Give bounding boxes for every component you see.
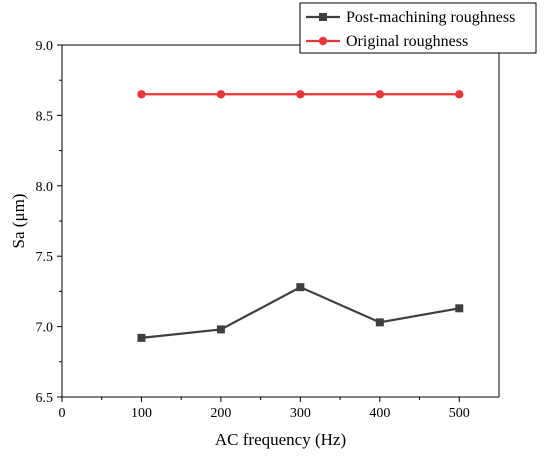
data-point (455, 90, 464, 99)
data-point (455, 304, 464, 313)
series-post-machining (137, 283, 464, 342)
y-tick-label: 8.0 (36, 180, 54, 195)
y-tick-label: 8.5 (36, 109, 54, 124)
y-tick-label: 9.0 (36, 39, 54, 54)
data-point (375, 90, 385, 99)
data-point (375, 318, 384, 327)
data-point (216, 90, 226, 99)
data-point (296, 90, 305, 99)
data-point (216, 325, 225, 334)
legend-marker (318, 36, 328, 46)
axes: 0 100 200 300 400 500 6.5 7.0 7.5 8.0 8.5 9.0 (36, 39, 500, 421)
data-point (296, 283, 305, 292)
series-line (141, 285, 460, 339)
x-tick-label: 0 (59, 406, 66, 421)
x-tick-label: 100 (131, 406, 152, 421)
legend-marker (319, 13, 327, 21)
legend-label: Post-machining roughness (346, 9, 515, 26)
legend: Post-machining roughness Original roughne… (299, 2, 537, 54)
legend-label: Original roughness (346, 33, 468, 50)
x-tick-label: 300 (290, 406, 311, 421)
data-point (137, 90, 146, 99)
x-tick-label: 400 (369, 406, 390, 421)
x-tick-label: 200 (210, 406, 231, 421)
y-tick-label: 7.0 (36, 321, 54, 336)
data-point (137, 333, 146, 342)
y-tick-label: 6.5 (36, 391, 54, 406)
y-tick-label: 7.5 (36, 250, 54, 265)
x-tick-label: 500 (449, 406, 470, 421)
plot-series (137, 90, 464, 342)
series-original (137, 90, 464, 99)
legend-box (299, 2, 537, 54)
y-axis-title: Sa (μm) (9, 194, 28, 249)
x-axis-title: AC frequency (Hz) (215, 430, 346, 449)
